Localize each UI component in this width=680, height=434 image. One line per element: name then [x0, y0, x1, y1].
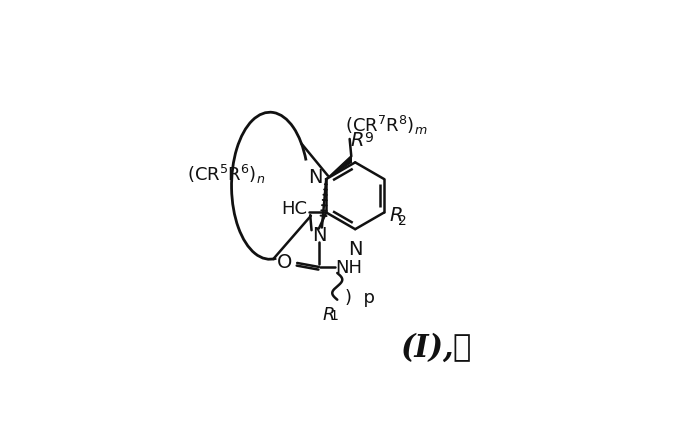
- Text: (CR$^7$R$^8$)$_m$: (CR$^7$R$^8$)$_m$: [345, 114, 427, 137]
- Text: HC: HC: [281, 200, 307, 218]
- Text: R: R: [350, 131, 364, 150]
- Text: NH: NH: [336, 259, 362, 277]
- Text: (CR$^5$R$^6$)$_n$: (CR$^5$R$^6$)$_n$: [188, 162, 266, 186]
- Text: N: N: [311, 226, 326, 245]
- Text: N: N: [308, 168, 322, 187]
- Text: N: N: [348, 240, 362, 259]
- Text: 2: 2: [398, 214, 407, 228]
- Text: 9: 9: [364, 131, 373, 145]
- Text: O: O: [277, 253, 292, 272]
- Text: R: R: [322, 306, 335, 324]
- Text: 1: 1: [330, 309, 339, 323]
- Text: (I),: (I),: [401, 332, 454, 363]
- Polygon shape: [326, 156, 352, 179]
- Text: R: R: [389, 206, 403, 225]
- Text: )  p: ) p: [345, 289, 375, 307]
- Text: 或: 或: [452, 333, 471, 362]
